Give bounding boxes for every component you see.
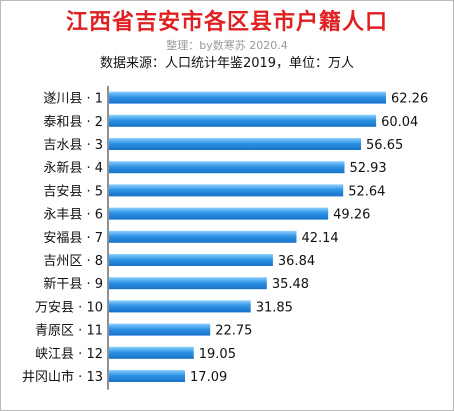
bar	[109, 91, 386, 104]
value-label: 19.05	[199, 347, 236, 362]
category-label: 泰和县 · 2	[43, 115, 103, 130]
category-label: 永新县 · 4	[43, 160, 103, 176]
value-label: 35.48	[272, 277, 309, 292]
data-source-note: 数据来源：人口统计年鉴2019，单位：万人	[99, 56, 355, 71]
category-label: 吉州区 · 8	[43, 254, 103, 269]
value-label: 17.09	[190, 370, 227, 385]
category-label: 吉安县 · 5	[43, 184, 103, 199]
value-label: 36.84	[278, 254, 315, 269]
bar	[109, 300, 251, 313]
category-label: 安福县 · 7	[43, 231, 103, 246]
bar	[109, 207, 329, 220]
value-label: 22.75	[215, 324, 252, 339]
category-label: 吉水县 · 3	[43, 138, 103, 153]
bar	[109, 114, 377, 127]
value-label: 52.64	[348, 184, 385, 199]
bar	[109, 230, 297, 243]
category-label: 新干县 · 9	[43, 276, 103, 292]
category-label: 万安县 · 10	[35, 300, 103, 315]
value-label: 31.85	[256, 300, 293, 315]
bar	[109, 277, 267, 290]
bar	[109, 346, 194, 359]
value-label: 52.93	[349, 161, 386, 176]
bar	[109, 370, 186, 382]
category-label: 井冈山市 · 13	[22, 369, 103, 385]
value-label: 60.04	[381, 115, 418, 130]
bar	[109, 254, 273, 266]
bar	[109, 161, 345, 174]
bar	[109, 323, 211, 336]
chart-title: 江西省吉安市各区县市户籍人口	[65, 10, 388, 35]
value-label: 49.26	[333, 208, 370, 223]
chart-subtitle: 整理：by数寒苏 2020.4	[166, 39, 288, 52]
category-label: 遂川县 · 1	[43, 92, 103, 107]
value-label: 56.65	[366, 138, 403, 153]
value-label: 62.26	[391, 92, 428, 107]
value-label: 42.14	[301, 231, 338, 246]
category-label: 峡江县 · 12	[35, 347, 103, 362]
bar	[109, 138, 362, 150]
bar	[109, 184, 344, 197]
bars-group: 遂川县 · 1 62.26 泰和县 · 2 60.04 吉水县 · 3 56.65 永新县 …	[22, 91, 428, 385]
category-label: 永丰县 · 6	[43, 208, 103, 223]
category-label: 青原区 · 11	[35, 324, 103, 339]
